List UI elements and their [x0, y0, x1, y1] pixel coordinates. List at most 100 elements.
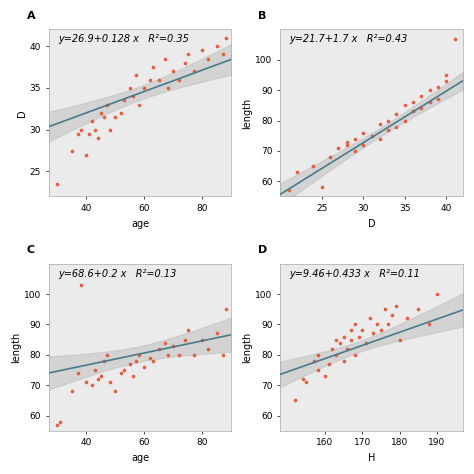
Point	[355, 333, 362, 340]
Text: y=21.7+1.7 x   R²=0.43: y=21.7+1.7 x R²=0.43	[289, 35, 408, 45]
Point	[175, 76, 183, 83]
Point	[86, 130, 93, 137]
Point	[77, 126, 84, 134]
Point	[161, 339, 169, 346]
Point	[359, 141, 367, 149]
Point	[325, 360, 332, 368]
Point	[74, 369, 82, 377]
Point	[362, 339, 370, 346]
Point	[126, 84, 134, 91]
Point	[94, 375, 102, 383]
Point	[392, 302, 400, 310]
Point	[285, 187, 292, 194]
Point	[149, 63, 157, 71]
X-axis label: H: H	[368, 453, 375, 463]
Point	[401, 101, 409, 109]
Point	[68, 387, 76, 395]
Point	[292, 397, 299, 404]
Point	[358, 327, 366, 334]
Point	[135, 101, 143, 109]
Point	[434, 95, 442, 103]
Point	[120, 366, 128, 374]
Point	[366, 315, 374, 322]
Point	[384, 117, 392, 124]
Point	[219, 351, 227, 358]
Point	[384, 126, 392, 134]
Point	[68, 147, 76, 155]
Point	[184, 51, 192, 58]
Point	[77, 281, 84, 289]
Point	[170, 67, 177, 75]
Point	[451, 35, 458, 42]
Point	[310, 162, 317, 170]
Point	[89, 118, 96, 125]
Point	[213, 330, 221, 337]
Point	[146, 354, 154, 362]
Point	[426, 86, 433, 94]
Point	[82, 151, 90, 158]
Point	[326, 153, 334, 161]
Point	[403, 315, 411, 322]
Point	[146, 76, 154, 83]
Point	[388, 311, 396, 319]
Point	[204, 55, 212, 63]
Point	[332, 336, 340, 343]
Point	[314, 351, 321, 358]
Point	[314, 366, 321, 374]
Point	[135, 351, 143, 358]
Point	[302, 378, 310, 386]
Point	[199, 336, 206, 343]
Point	[112, 387, 119, 395]
Point	[118, 369, 125, 377]
Point	[112, 113, 119, 121]
Point	[376, 135, 383, 143]
Point	[120, 97, 128, 104]
Point	[376, 120, 383, 128]
Point	[100, 357, 108, 365]
Point	[222, 34, 229, 42]
Point	[164, 351, 172, 358]
Point	[132, 72, 139, 79]
Point	[129, 372, 137, 380]
Point	[426, 99, 433, 106]
Point	[184, 327, 192, 334]
Point	[89, 382, 96, 389]
Point	[103, 101, 110, 109]
Point	[91, 366, 99, 374]
Point	[175, 351, 183, 358]
Point	[409, 99, 417, 106]
Point	[340, 333, 347, 340]
Point	[377, 327, 385, 334]
Point	[126, 360, 134, 368]
Point	[190, 351, 198, 358]
Point	[351, 147, 359, 155]
Point	[155, 345, 163, 353]
Point	[74, 130, 82, 137]
Point	[343, 141, 350, 149]
Point	[118, 109, 125, 117]
Point	[204, 345, 212, 353]
Point	[418, 92, 425, 100]
Point	[443, 71, 450, 79]
Point	[418, 105, 425, 112]
Point	[392, 110, 400, 118]
X-axis label: age: age	[131, 453, 149, 463]
Point	[164, 84, 172, 91]
Text: C: C	[27, 245, 35, 255]
Point	[106, 378, 113, 386]
Point	[56, 418, 64, 425]
Text: y=9.46+0.433 x   R²=0.11: y=9.46+0.433 x R²=0.11	[289, 269, 420, 279]
Point	[161, 55, 169, 63]
Point	[219, 51, 227, 58]
Point	[97, 372, 105, 380]
Point	[213, 42, 221, 50]
Point	[434, 83, 442, 91]
Point	[190, 67, 198, 75]
Point	[155, 76, 163, 83]
Point	[370, 330, 377, 337]
Point	[351, 135, 359, 143]
Point	[328, 345, 336, 353]
Point	[359, 129, 367, 137]
Point	[343, 138, 350, 146]
Point	[299, 375, 306, 383]
